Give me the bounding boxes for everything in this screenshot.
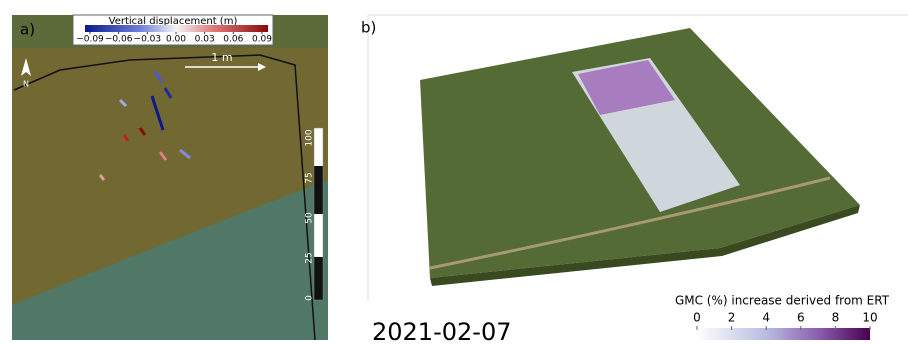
- figure: Vertical displacement (m) −0.09−0.06−0.0…: [0, 0, 908, 345]
- tick-label: 0.00: [166, 35, 186, 45]
- tick-label: 0.03: [195, 35, 215, 45]
- depth-tick-label: 25: [305, 252, 315, 263]
- tick-label: 0.06: [223, 35, 243, 45]
- colorbar: [697, 328, 870, 340]
- tick-label: 8: [832, 311, 840, 325]
- tick-label: −0.09: [76, 35, 104, 45]
- depth-tick-label: 50: [305, 212, 315, 224]
- date-label: 2021-02-07: [372, 318, 511, 345]
- tick-label: 6: [797, 311, 805, 325]
- panel-label: b): [361, 19, 376, 37]
- colorbar: [85, 25, 268, 32]
- tick-label: 0.09: [252, 35, 272, 45]
- tick-label: 0: [693, 311, 701, 325]
- tick-label: 2: [728, 311, 736, 325]
- depth-tick-label: 100: [305, 129, 315, 146]
- depth-tick-label: 75: [305, 172, 315, 183]
- tick-label: −0.03: [134, 35, 162, 45]
- colorbar-ticks: −0.09−0.06−0.03 0.00 0.03 0.06 0.09: [76, 32, 272, 45]
- north-label: N: [23, 80, 29, 89]
- scale-bar-label: 1 m: [211, 51, 232, 64]
- depth-tick-label: 0: [305, 295, 315, 301]
- colorbar-title: GMC (%) increase derived from ERT: [675, 294, 890, 308]
- panel-label: a): [20, 21, 35, 39]
- tick-label: 4: [762, 311, 770, 325]
- tick-label: −0.06: [105, 35, 133, 45]
- page: Vertical displacement (m) −0.09−0.06−0.0…: [0, 0, 908, 345]
- depth-bar: [314, 128, 323, 300]
- colorbar-ticks: 0 2 4 6 8 10: [693, 311, 877, 331]
- tick-label: 10: [862, 311, 877, 325]
